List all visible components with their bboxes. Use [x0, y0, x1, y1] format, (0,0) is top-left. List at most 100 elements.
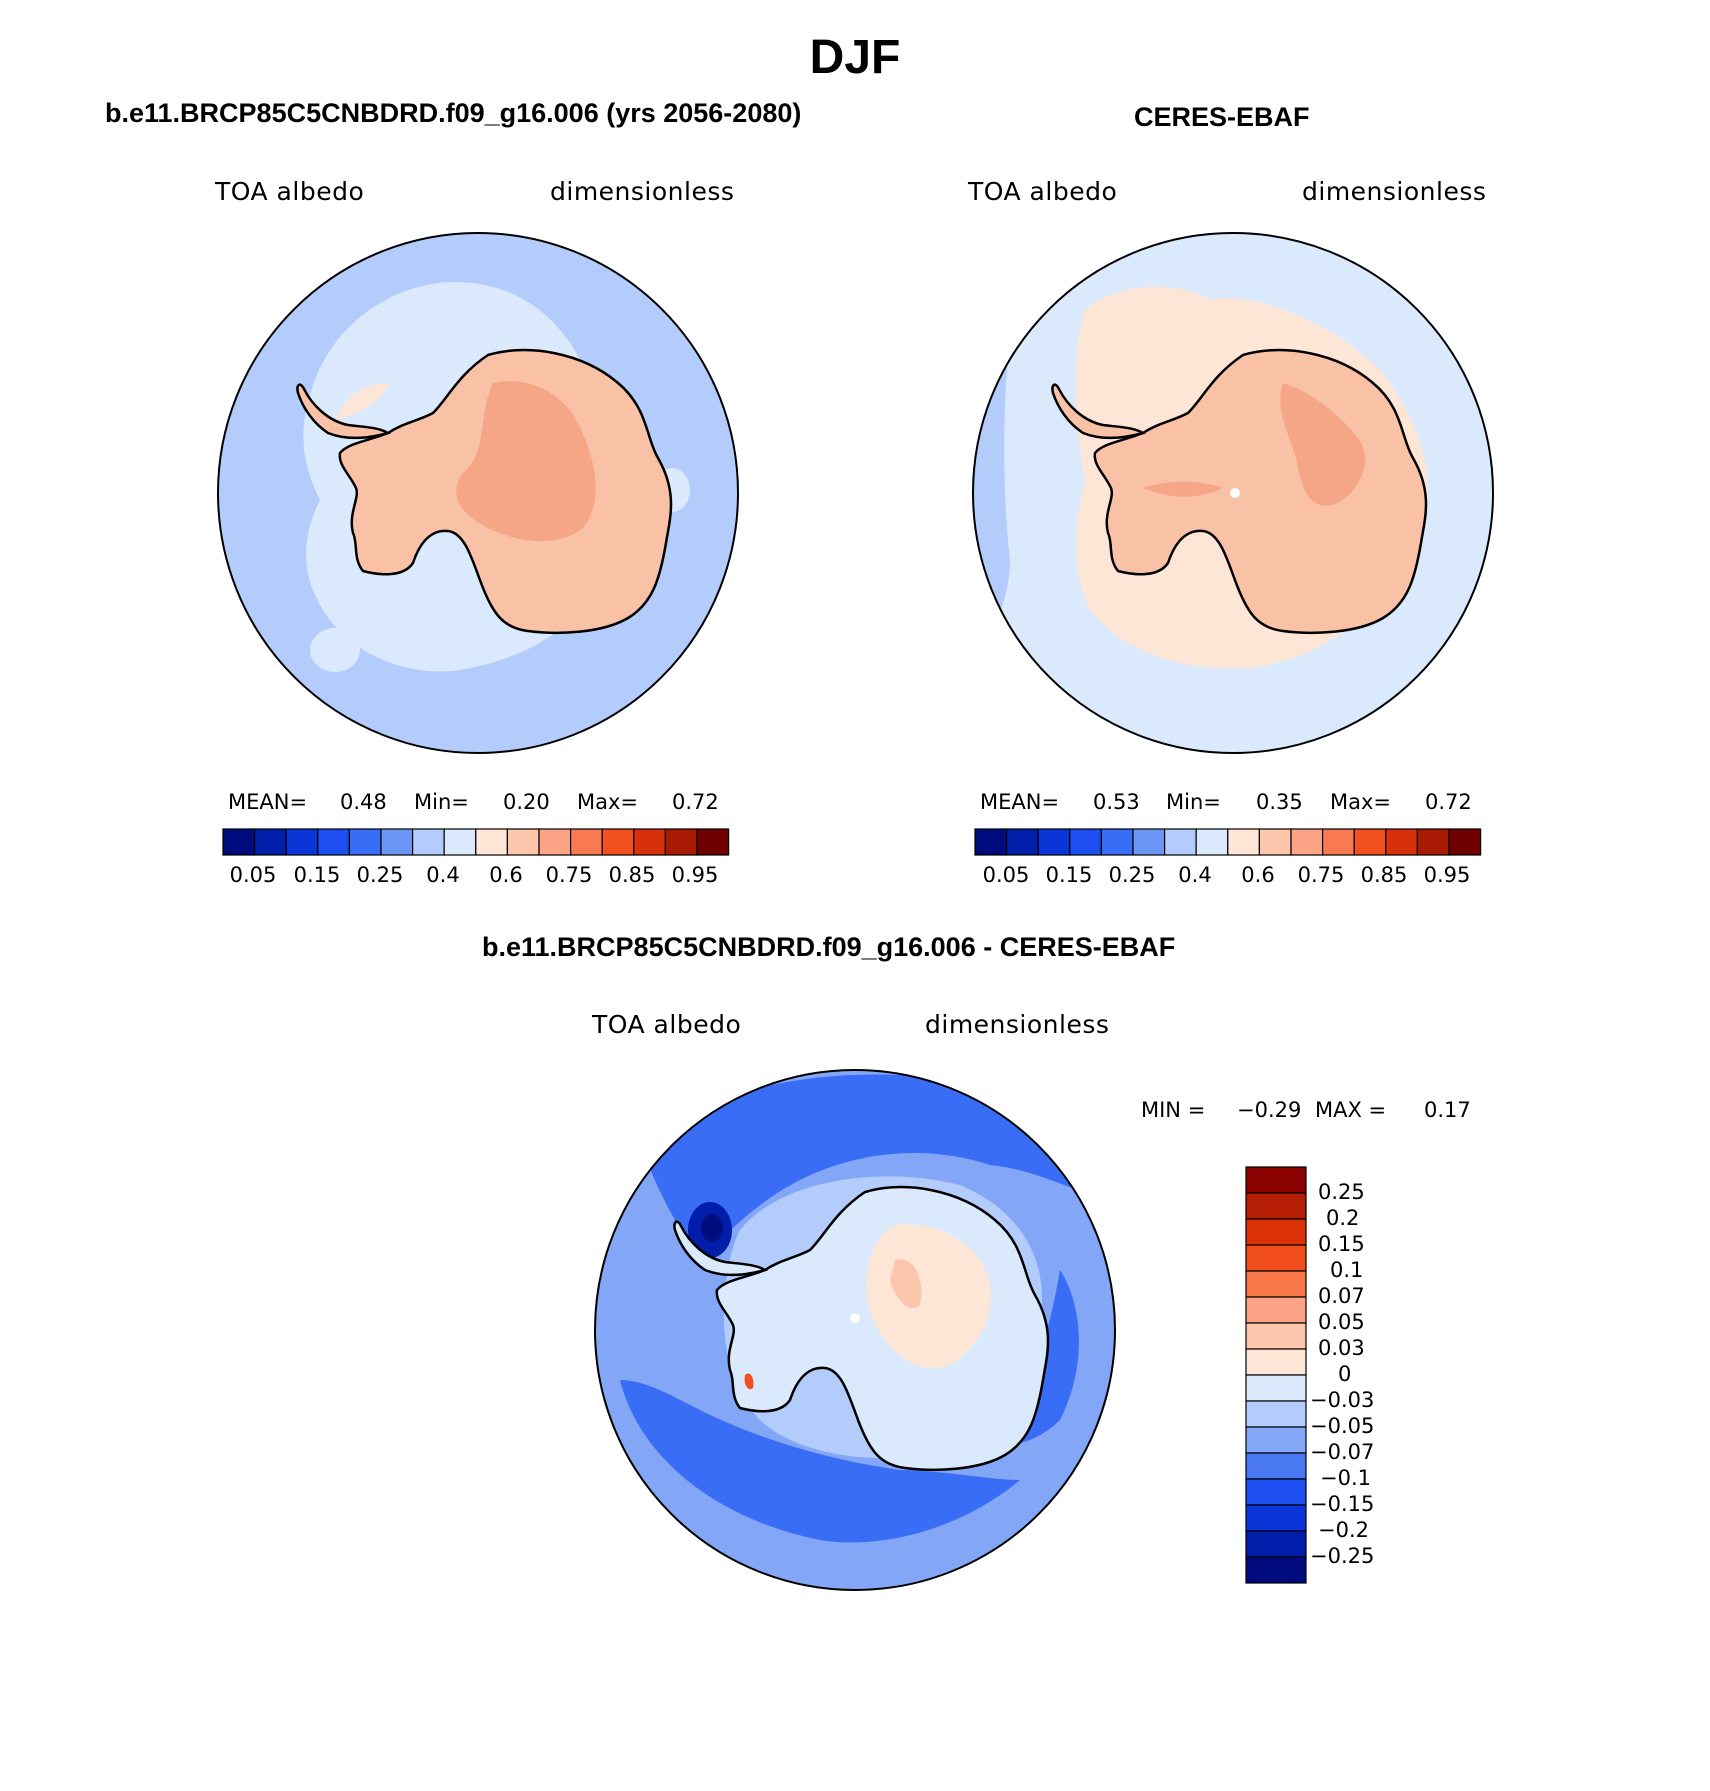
diff-colorbar-tick: 0.05: [1318, 1310, 1365, 1334]
colorbar-cell: [569, 828, 603, 856]
model-map-boundary: [217, 232, 739, 754]
colorbar-cell: [1245, 1244, 1307, 1272]
diff-colorbar-tick: −0.25: [1310, 1544, 1375, 1568]
colorbar-cell: [1245, 1400, 1307, 1428]
colorbar-cell: [1245, 1192, 1307, 1220]
colorbar-cell: [1069, 828, 1103, 856]
diff-colorbar-tick: 0.15: [1318, 1232, 1365, 1256]
model-plateau: [456, 381, 596, 542]
colorbar-cell: [1195, 828, 1229, 856]
colorbar-cell: [1163, 828, 1197, 856]
colorbar-cell: [222, 828, 256, 856]
diff-colorbar-tick: 0: [1338, 1362, 1352, 1386]
model-units-label: dimensionless: [550, 177, 735, 206]
colorbar-cell: [974, 828, 1008, 856]
diff-min-value: −0.29: [1237, 1098, 1302, 1122]
obs-min-label: Min=: [1166, 790, 1221, 814]
model-colorbar-tick: 0.4: [426, 863, 460, 887]
colorbar-cell: [380, 828, 414, 856]
colorbar-cell: [1227, 828, 1261, 856]
diff-colorbar-tick: −0.1: [1320, 1466, 1371, 1490]
diff-colorbar-tick: −0.2: [1318, 1518, 1369, 1542]
model-panel-title: b.e11.BRCP85C5CNBDRD.f09_g16.006 (yrs 20…: [105, 98, 802, 128]
colorbar-cell: [285, 828, 319, 856]
diff-colorbar-tick: −0.07: [1310, 1440, 1375, 1464]
figure-title: DJF: [809, 31, 901, 84]
obs-colorbar-tick: 0.4: [1178, 863, 1212, 887]
model-min-value: 0.20: [503, 790, 550, 814]
obs-units-label: dimensionless: [1302, 177, 1487, 206]
obs-min-value: 0.35: [1256, 790, 1303, 814]
colorbar-cell: [1245, 1530, 1307, 1558]
colorbar-cell: [475, 828, 508, 856]
obs-colorbar: [974, 828, 1482, 856]
model-min-label: Min=: [414, 790, 469, 814]
model-max-value: 0.72: [672, 790, 719, 814]
diff-colorbar-tick: 0.2: [1326, 1206, 1360, 1230]
colorbar-cell: [1132, 828, 1166, 856]
colorbar-cell: [443, 828, 477, 856]
obs-max-value: 0.72: [1425, 790, 1472, 814]
obs-map: [973, 233, 1493, 753]
obs-colorbar-tick: 0.25: [1108, 863, 1156, 887]
diff-min-label: MIN =: [1141, 1098, 1206, 1122]
diff-north-deep: [640, 1074, 1110, 1260]
model-colorbar-tick: 0.05: [229, 863, 277, 887]
diff-variable-label: TOA albedo: [592, 1010, 742, 1039]
colorbar-cell: [1321, 828, 1355, 856]
colorbar-cell: [254, 828, 287, 856]
colorbar-cell: [1245, 1374, 1307, 1402]
obs-panel-title: CERES-EBAF: [1134, 102, 1310, 132]
diff-panel-title: b.e11.BRCP85C5CNBDRD.f09_g16.006 - CERES…: [482, 932, 1176, 962]
diff-colorbar: [1245, 1166, 1307, 1584]
diff-units-label: dimensionless: [925, 1010, 1110, 1039]
colorbar-cell: [1448, 828, 1482, 856]
colorbar-cell: [1100, 828, 1134, 856]
diff-colorbar-tick: −0.05: [1310, 1414, 1375, 1438]
diff-south-deep: [620, 1380, 1020, 1543]
diff-colorbar-tick: 0.07: [1318, 1284, 1365, 1308]
obs-colorbar-tick: 0.6: [1241, 863, 1275, 887]
colorbar-cell: [696, 828, 730, 856]
diff-colorbar-tick: −0.15: [1310, 1492, 1375, 1516]
obs-colorbar-tick: 0.75: [1297, 863, 1345, 887]
colorbar-cell: [506, 828, 540, 856]
colorbar-cell: [1245, 1270, 1307, 1298]
colorbar-cell: [1353, 828, 1387, 856]
model-colorbar-tick: 0.85: [608, 863, 656, 887]
model-variable-label: TOA albedo: [215, 177, 365, 206]
colorbar-cell: [538, 828, 572, 856]
colorbar-cell: [317, 828, 350, 856]
model-mean-label: MEAN=: [228, 790, 308, 814]
colorbar-cell: [1245, 1452, 1307, 1480]
obs-variable-label: TOA albedo: [968, 177, 1118, 206]
diff-map: [595, 1070, 1115, 1590]
colorbar-cell: [1245, 1166, 1307, 1194]
model-colorbar-tick: 0.75: [545, 863, 593, 887]
obs-colorbar-tick: 0.05: [982, 863, 1030, 887]
diff-max-value: 0.17: [1424, 1098, 1471, 1122]
colorbar-cell: [1245, 1478, 1307, 1506]
colorbar-cell: [412, 828, 445, 856]
diff-colorbar-tick: 0.03: [1318, 1336, 1365, 1360]
obs-outer-band: [973, 328, 1010, 642]
colorbar-cell: [1245, 1348, 1307, 1376]
obs-colorbar-tick: 0.95: [1423, 863, 1471, 887]
model-map: [218, 233, 738, 753]
obs-mean-label: MEAN=: [980, 790, 1060, 814]
colorbar-cell: [601, 828, 635, 856]
colorbar-cell: [1245, 1426, 1307, 1454]
colorbar-cell: [664, 828, 698, 856]
colorbar-cell: [1385, 828, 1419, 856]
model-colorbar-tick: 0.6: [489, 863, 523, 887]
colorbar-cell: [1245, 1556, 1307, 1584]
obs-max-label: Max=: [1330, 790, 1392, 814]
colorbar-cell: [1037, 828, 1071, 856]
colorbar-cell: [1290, 828, 1324, 856]
colorbar-cell: [1416, 828, 1450, 856]
colorbar-cell: [1245, 1296, 1307, 1324]
model-colorbar-tick: 0.95: [671, 863, 719, 887]
model-mean-value: 0.48: [340, 790, 387, 814]
model-colorbar: [222, 828, 730, 856]
